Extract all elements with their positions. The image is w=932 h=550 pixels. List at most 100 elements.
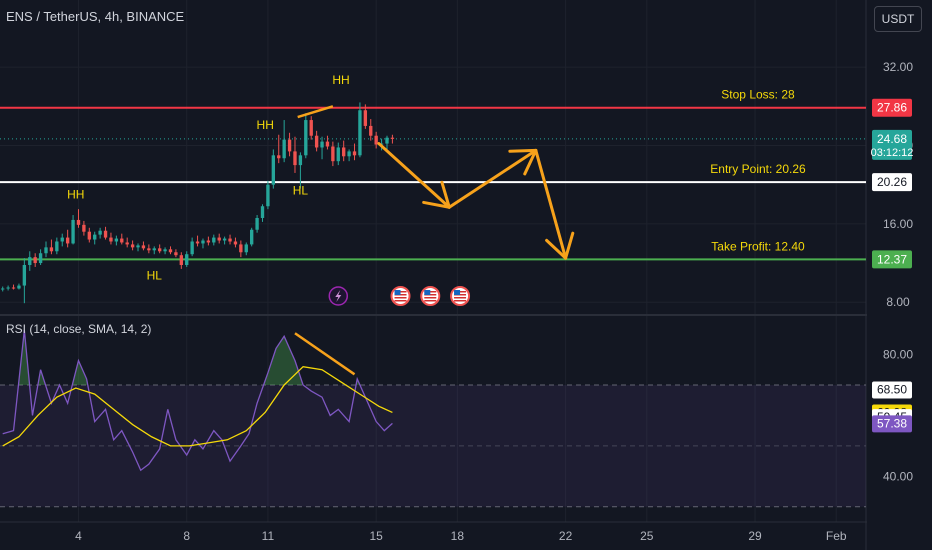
- candle: [277, 134, 281, 164]
- candle-body: [195, 241, 200, 244]
- candle-body: [93, 234, 97, 240]
- candle: [130, 240, 135, 251]
- candle-body: [217, 237, 221, 241]
- price-tick-label: 16.00: [883, 217, 913, 231]
- candle: [201, 238, 205, 249]
- us-flag-icon-stripe[interactable]: [424, 297, 437, 299]
- lightning-icon[interactable]: [328, 286, 349, 306]
- candle-body: [347, 151, 351, 157]
- candle: [93, 231, 97, 245]
- candle-body: [385, 137, 389, 144]
- time-tick-label: 4: [75, 529, 82, 543]
- candle: [168, 246, 173, 255]
- price-axis: 32.0024.0016.008.0080.0040.0027.8620.261…: [867, 0, 932, 550]
- candle: [22, 258, 27, 304]
- us-flag-icon-canton[interactable]: [424, 290, 431, 295]
- candle: [352, 143, 357, 161]
- time-axis: 4 8 11 15 18 22 25 29 Feb: [75, 529, 847, 543]
- candle-body: [130, 244, 135, 248]
- rsi-divergence-line: [294, 332, 356, 376]
- candle-body: [293, 151, 297, 166]
- candle-body: [287, 139, 292, 152]
- candle-body: [33, 257, 37, 264]
- level-axis-label: 20.26: [877, 175, 907, 189]
- projection-arrow-segment: [447, 148, 538, 209]
- rsi-overbought-fill: [2, 330, 393, 385]
- candle: [325, 135, 330, 150]
- candle: [298, 152, 303, 189]
- candle: [250, 227, 254, 247]
- us-flag-icon-canton[interactable]: [454, 290, 461, 295]
- candle: [114, 235, 119, 246]
- us-flag-icon-stripe[interactable]: [394, 297, 407, 299]
- candle-body: [82, 224, 86, 232]
- us-flag-icon-stripe[interactable]: [424, 300, 437, 302]
- candle: [320, 136, 324, 160]
- us-flag-icon-circle[interactable]: [390, 286, 411, 306]
- currency-button[interactable]: USDT: [874, 6, 922, 32]
- candle-body: [44, 247, 48, 254]
- candle: [28, 251, 32, 271]
- time-tick-label: Feb: [826, 529, 847, 543]
- candle-body: [147, 248, 151, 251]
- lightning-icon-bolt[interactable]: [335, 290, 342, 302]
- projection-arrow-segment: [534, 148, 568, 260]
- annotation-hh: HH: [332, 73, 349, 87]
- candle-body: [369, 125, 373, 136]
- candle-body: [304, 120, 308, 156]
- candle: [6, 285, 10, 291]
- level-note-entry-point: Entry Point: 20.26: [710, 162, 806, 176]
- candle: [206, 236, 211, 246]
- candle-body: [185, 254, 189, 265]
- us-flag-icon-stripe[interactable]: [454, 297, 467, 299]
- us-flag-icon-stripe[interactable]: [394, 300, 407, 302]
- projection-arrow-head: [545, 238, 568, 260]
- candle: [11, 284, 16, 290]
- candle: [336, 142, 340, 166]
- candle: [287, 132, 292, 157]
- candle: [222, 236, 227, 245]
- candle: [385, 135, 389, 150]
- drawings: HH HL HH HL HH: [67, 73, 575, 283]
- candle-body: [17, 285, 21, 289]
- rsi-value-tag: [872, 415, 912, 433]
- candle: [33, 253, 37, 267]
- us-flag-icon[interactable]: [420, 286, 441, 306]
- price-axis-bg: [867, 0, 932, 550]
- time-tick-label: 22: [559, 529, 573, 543]
- time-tick-label: 29: [748, 529, 762, 543]
- candle-body: [76, 219, 81, 225]
- us-flag-icon-stripe[interactable]: [454, 300, 467, 302]
- level-axis-label: 27.86: [877, 101, 907, 115]
- level-note-take-profit: Take Profit: 12.40: [711, 239, 805, 253]
- current-price-tag: [872, 129, 912, 160]
- candle-body: [390, 137, 395, 139]
- candle: [374, 131, 378, 149]
- candle-body: [11, 287, 16, 289]
- candle: [228, 234, 232, 245]
- candle: [136, 243, 140, 252]
- us-flag-icon[interactable]: [450, 286, 471, 306]
- us-flag-icon-canton[interactable]: [394, 290, 401, 295]
- candle: [147, 244, 151, 254]
- rsi-indicator-title[interactable]: RSI (14, close, SMA, 14, 2): [6, 322, 152, 336]
- candle: [314, 130, 319, 152]
- candle-body: [157, 248, 162, 252]
- candle-body: [206, 240, 211, 243]
- candle-body: [65, 237, 70, 244]
- candle: [60, 233, 64, 247]
- candle: [195, 235, 200, 247]
- candle: [282, 120, 286, 163]
- rsi-tick-label: 40.00: [883, 469, 913, 483]
- candle-body: [114, 238, 119, 242]
- candle: [309, 116, 313, 140]
- us-flag-icon-circle[interactable]: [450, 286, 471, 306]
- us-flag-icon-circle[interactable]: [420, 286, 441, 306]
- us-flag-icon[interactable]: [390, 286, 411, 306]
- candle: [49, 239, 54, 255]
- projection-arrow-head: [564, 231, 575, 260]
- level-axis-tag: [872, 98, 912, 117]
- candle-body: [239, 244, 243, 253]
- candle-body: [358, 110, 362, 156]
- candle-body: [98, 230, 102, 235]
